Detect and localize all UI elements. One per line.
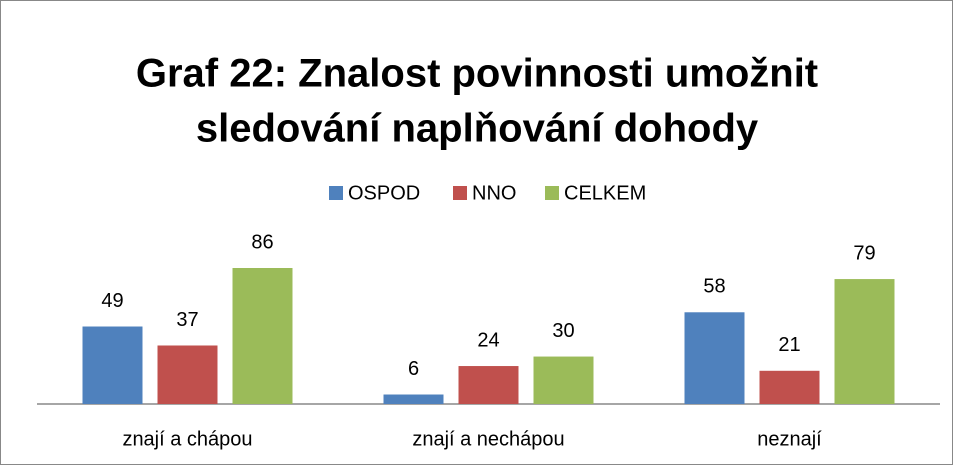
bar — [82, 326, 143, 404]
bar — [157, 345, 218, 404]
data-label: 21 — [778, 334, 800, 356]
chart-title: sledování naplňování dohody — [196, 107, 759, 151]
bar — [759, 370, 820, 404]
data-label: 58 — [703, 276, 725, 298]
legend-label: NNO — [472, 182, 516, 204]
data-label: 37 — [176, 309, 198, 331]
data-label: 6 — [408, 358, 419, 380]
bar — [684, 312, 745, 404]
x-tick-label: neznají — [757, 428, 822, 450]
bar — [834, 279, 895, 404]
data-label: 30 — [552, 320, 574, 342]
legend-label: OSPOD — [348, 182, 420, 204]
data-label: 49 — [101, 290, 123, 312]
legend-swatch — [453, 186, 467, 200]
bar — [458, 366, 519, 404]
data-label: 24 — [477, 329, 499, 351]
legend-swatch — [545, 186, 559, 200]
data-label: 79 — [853, 242, 875, 264]
bar — [533, 356, 594, 404]
x-tick-label: znají a chápou — [122, 428, 252, 450]
bar — [232, 268, 293, 404]
bar — [383, 394, 444, 404]
data-label: 86 — [251, 231, 273, 253]
legend-label: CELKEM — [564, 182, 646, 204]
legend-swatch — [329, 186, 343, 200]
x-tick-label: znají a nechápou — [412, 428, 564, 450]
chart-title: Graf 22: Znalost povinnosti umožnit — [136, 52, 818, 96]
